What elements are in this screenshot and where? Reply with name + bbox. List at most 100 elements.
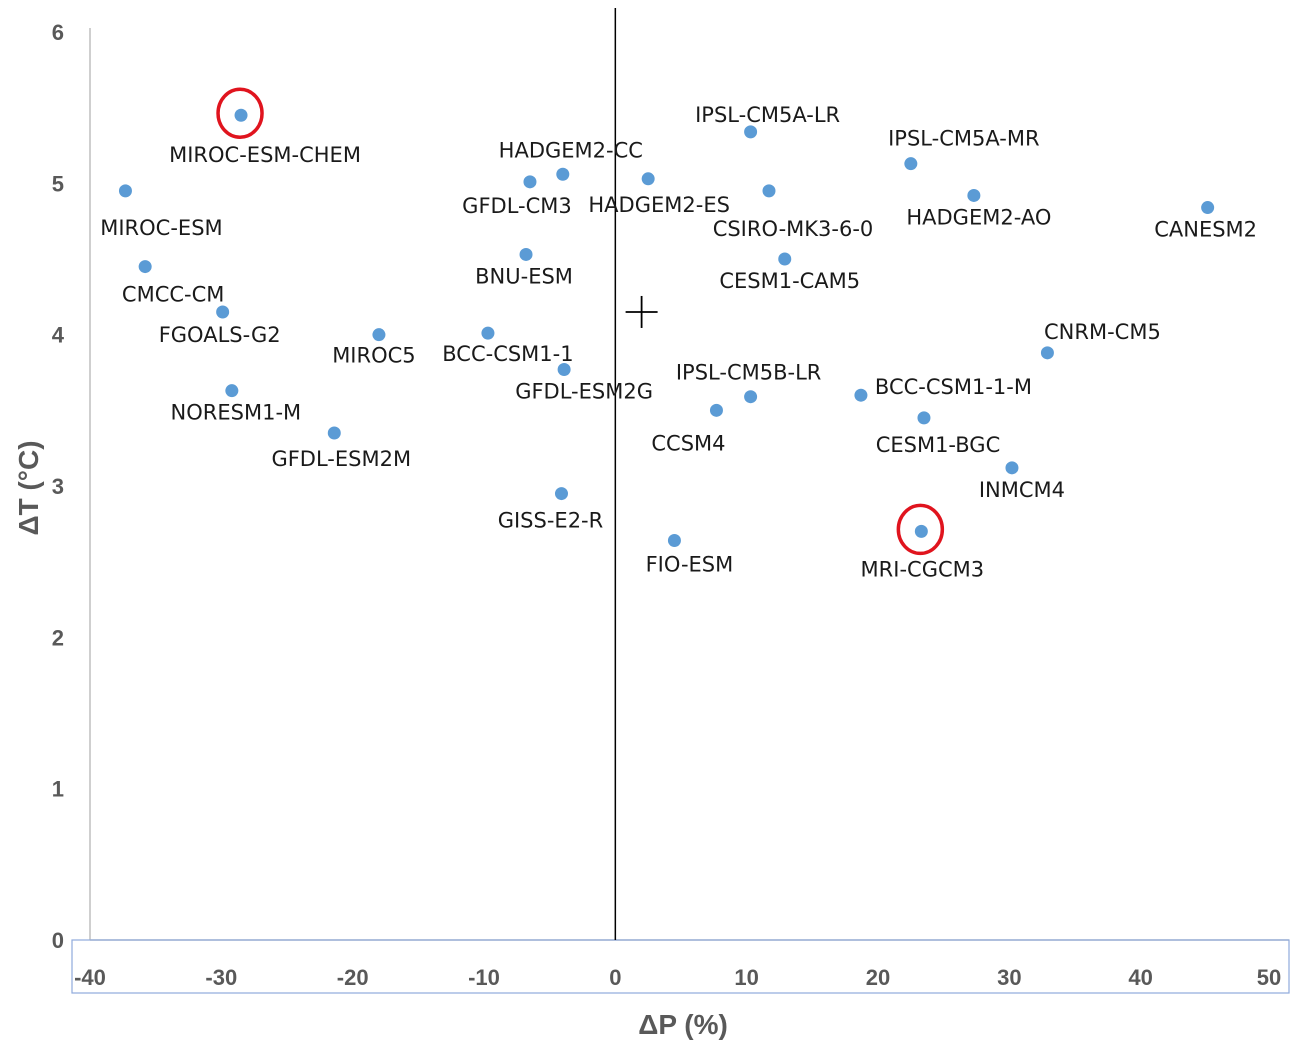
point-marker: [1201, 201, 1215, 215]
point-marker: [234, 108, 248, 122]
x-tick-label: 0: [609, 965, 621, 990]
y-tick-label: 1: [52, 777, 64, 802]
point-label: BCC-CSM1-1: [442, 342, 573, 366]
y-tick-label: 6: [52, 20, 64, 45]
point-label: IPSL-CM5A-MR: [888, 127, 1039, 151]
point-marker: [744, 390, 758, 404]
point-label: CANESM2: [1154, 218, 1257, 242]
scatter-point: FIO-ESM: [646, 533, 734, 576]
scatter-point: GISS-E2-R: [498, 487, 604, 533]
scatter-point: CNRM-CM5: [1040, 320, 1161, 360]
point-marker: [778, 252, 792, 266]
scatter-point: MRI-CGCM3: [861, 503, 985, 581]
scatter-point: HADGEM2-ES: [588, 172, 730, 217]
x-tick-label: 50: [1257, 965, 1281, 990]
scatter-point: INMCM4: [979, 461, 1065, 502]
point-marker: [744, 125, 758, 139]
point-marker: [327, 426, 341, 440]
point-label: FGOALS-G2: [159, 323, 281, 347]
x-tick-labels: -40 -30 -20 -10 0 10 20 30 40 50: [74, 965, 1281, 990]
point-marker: [904, 157, 918, 171]
scatter-point: BCC-CSM1-1: [442, 326, 574, 366]
point-marker: [667, 533, 681, 547]
point-label: FIO-ESM: [646, 552, 734, 576]
point-marker: [917, 411, 931, 425]
data-points: MIROC-ESM-CHEM MIROC-ESM CMCC-CM FGOALS-G2 M…: [100, 87, 1257, 581]
point-marker: [914, 524, 928, 538]
point-label: BCC-CSM1-1-M: [875, 375, 1032, 399]
scatter-point: GFDL-CM3: [462, 175, 572, 218]
y-tick-labels: 0 1 2 3 4 5 6: [52, 20, 65, 953]
point-marker: [967, 188, 981, 202]
x-tick-label: -20: [337, 965, 369, 990]
point-label: NORESM1-M: [171, 401, 302, 425]
scatter-point: HADGEM2-CC: [499, 138, 643, 181]
point-marker: [372, 328, 386, 342]
scatter-point: IPSL-CM5A-LR: [695, 103, 840, 139]
scatter-point: IPSL-CM5A-MR: [888, 127, 1040, 171]
scatter-point: MIROC-ESM: [100, 184, 223, 240]
x-tick-label: 10: [734, 965, 758, 990]
highlight-circle: [216, 87, 264, 139]
scatter-point: CANESM2: [1154, 201, 1257, 242]
point-label: CCSM4: [651, 431, 725, 455]
point-label: BNU-ESM: [475, 264, 573, 288]
highlight-circle: [896, 503, 945, 556]
point-label: MIROC-ESM-CHEM: [169, 143, 361, 167]
point-marker: [481, 326, 495, 340]
point-marker: [641, 172, 655, 186]
point-marker: [762, 184, 776, 198]
scatter-point: IPSL-CM5B-LR: [676, 361, 821, 404]
scatter-point: CCSM4: [651, 403, 726, 455]
point-label: CNRM-CM5: [1044, 320, 1161, 344]
y-tick-label: 2: [52, 625, 64, 650]
scatter-point: CSIRO-MK3-6-0: [713, 184, 874, 241]
point-label: CESM1-BGC: [876, 433, 1001, 457]
scatter-point: HADGEM2-AO: [906, 188, 1051, 229]
point-label: GFDL-ESM2G: [515, 379, 653, 403]
x-tick-label: 30: [997, 965, 1021, 990]
scatter-point: GFDL-ESM2G: [515, 362, 653, 403]
point-marker: [557, 362, 571, 376]
point-label: CESM1-CAM5: [719, 269, 860, 293]
point-marker: [1040, 346, 1054, 360]
point-label: MIROC-ESM: [100, 216, 222, 240]
point-label: HADGEM2-CC: [499, 138, 643, 162]
mean-marker: [625, 295, 658, 328]
point-label: IPSL-CM5A-LR: [695, 103, 840, 127]
point-marker: [1005, 461, 1019, 475]
scatter-point: CESM1-CAM5: [719, 252, 860, 293]
point-label: CMCC-CM: [122, 283, 224, 307]
scatter-point: BCC-CSM1-1-M: [854, 375, 1032, 402]
scatter-point: CESM1-BGC: [876, 411, 1001, 457]
point-label: GISS-E2-R: [498, 509, 604, 533]
axes-group: [71, 8, 1290, 994]
y-tick-label: 4: [52, 323, 65, 348]
point-marker: [519, 247, 533, 261]
x-tick-label: 40: [1128, 965, 1152, 990]
x-tick-label: -30: [205, 965, 237, 990]
point-marker: [854, 388, 868, 402]
point-label: HADGEM2-ES: [588, 193, 730, 217]
x-axis-title: ΔP (%): [638, 1009, 728, 1040]
point-label: MIROC5: [332, 344, 415, 368]
x-tick-label: -40: [74, 965, 106, 990]
scatter-point: NORESM1-M: [171, 384, 302, 425]
point-marker: [523, 175, 537, 189]
y-tick-label: 3: [52, 474, 64, 499]
point-label: MRI-CGCM3: [861, 557, 985, 581]
point-marker: [118, 184, 132, 198]
point-label: GFDL-ESM2M: [271, 447, 411, 471]
point-marker: [554, 487, 568, 501]
scatter-point: MIROC-ESM-CHEM: [169, 87, 361, 167]
point-label: CSIRO-MK3-6-0: [713, 217, 874, 241]
point-label: GFDL-CM3: [462, 194, 572, 218]
x-tick-label: -10: [468, 965, 500, 990]
scatter-point: BNU-ESM: [475, 247, 573, 288]
scatter-point: MIROC5: [332, 328, 416, 368]
y-tick-label: 0: [52, 928, 64, 953]
point-marker: [556, 167, 570, 181]
point-marker: [216, 305, 230, 319]
point-label: HADGEM2-AO: [906, 205, 1051, 229]
